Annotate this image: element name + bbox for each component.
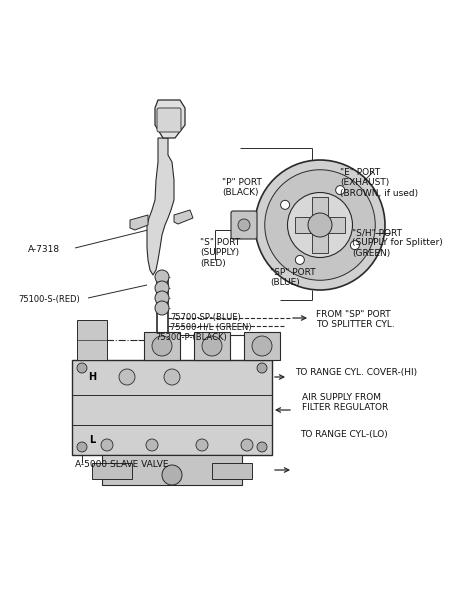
Bar bbox=[212, 463, 252, 479]
Text: TO RANGE CYL-(LO): TO RANGE CYL-(LO) bbox=[300, 430, 388, 439]
Circle shape bbox=[241, 439, 253, 451]
Text: "E" PORT
(EXHAUST)
(BROWN, if used): "E" PORT (EXHAUST) (BROWN, if used) bbox=[340, 168, 418, 198]
Text: A-7318: A-7318 bbox=[28, 245, 60, 254]
Bar bbox=[92, 463, 132, 479]
Circle shape bbox=[155, 291, 169, 305]
Polygon shape bbox=[174, 210, 193, 224]
Circle shape bbox=[155, 281, 169, 295]
Circle shape bbox=[350, 240, 359, 249]
Circle shape bbox=[101, 439, 113, 451]
Polygon shape bbox=[130, 215, 148, 230]
Circle shape bbox=[164, 369, 180, 385]
Text: AIR SUPPLY FROM
FILTER REGULATOR: AIR SUPPLY FROM FILTER REGULATOR bbox=[302, 393, 388, 412]
Circle shape bbox=[288, 192, 353, 257]
Text: 75500-H/L (GREEN): 75500-H/L (GREEN) bbox=[170, 323, 252, 332]
Circle shape bbox=[202, 336, 222, 356]
Circle shape bbox=[77, 363, 87, 373]
Circle shape bbox=[336, 186, 345, 195]
Circle shape bbox=[310, 215, 330, 235]
Circle shape bbox=[196, 439, 208, 451]
Circle shape bbox=[281, 200, 290, 209]
Circle shape bbox=[255, 160, 385, 290]
Text: 75100-S-(RED): 75100-S-(RED) bbox=[18, 295, 80, 304]
Text: "SP" PORT
(BLUE): "SP" PORT (BLUE) bbox=[270, 268, 316, 287]
Circle shape bbox=[119, 369, 135, 385]
Bar bbox=[144, 332, 180, 360]
FancyBboxPatch shape bbox=[157, 108, 181, 132]
Text: A-5000 SLAVE VALVE: A-5000 SLAVE VALVE bbox=[75, 460, 168, 469]
Bar bbox=[244, 332, 280, 360]
Text: "S" PORT
(SUPPLY)
(RED): "S" PORT (SUPPLY) (RED) bbox=[200, 238, 240, 268]
Circle shape bbox=[162, 465, 182, 485]
Circle shape bbox=[152, 336, 172, 356]
Text: 75300-P-(BLACK): 75300-P-(BLACK) bbox=[155, 333, 227, 342]
Text: L: L bbox=[89, 435, 95, 445]
Text: TO RANGE CYL. COVER-(HI): TO RANGE CYL. COVER-(HI) bbox=[295, 368, 417, 377]
Text: "S/H" PORT
(SUPPLY for Splitter)
(GREEN): "S/H" PORT (SUPPLY for Splitter) (GREEN) bbox=[352, 228, 443, 258]
Bar bbox=[295, 217, 345, 233]
Polygon shape bbox=[147, 138, 174, 275]
Polygon shape bbox=[155, 100, 185, 138]
Text: H: H bbox=[88, 372, 96, 382]
Bar bbox=[102, 455, 242, 485]
Circle shape bbox=[146, 439, 158, 451]
Circle shape bbox=[265, 170, 375, 280]
Circle shape bbox=[238, 219, 250, 231]
Bar bbox=[194, 332, 230, 360]
Circle shape bbox=[295, 256, 304, 265]
Circle shape bbox=[308, 213, 332, 237]
Circle shape bbox=[155, 270, 169, 284]
Circle shape bbox=[252, 336, 272, 356]
Circle shape bbox=[257, 363, 267, 373]
Circle shape bbox=[155, 301, 169, 315]
Bar bbox=[72, 360, 272, 455]
Text: 75700-SP-(BLUE): 75700-SP-(BLUE) bbox=[170, 313, 241, 322]
Bar bbox=[312, 197, 328, 253]
Text: "P" PORT
(BLACK): "P" PORT (BLACK) bbox=[222, 178, 262, 197]
Bar bbox=[77, 320, 107, 360]
Text: FROM "SP" PORT
TO SPLITTER CYL.: FROM "SP" PORT TO SPLITTER CYL. bbox=[316, 310, 395, 330]
Circle shape bbox=[257, 442, 267, 452]
FancyBboxPatch shape bbox=[231, 211, 257, 239]
Circle shape bbox=[77, 442, 87, 452]
